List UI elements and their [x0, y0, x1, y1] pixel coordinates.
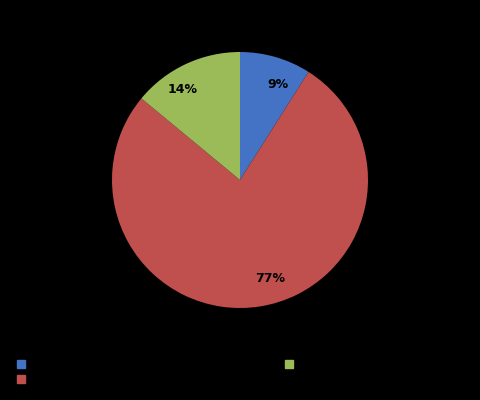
Wedge shape [240, 52, 309, 180]
Text: 9%: 9% [268, 78, 289, 91]
Wedge shape [142, 52, 240, 180]
Wedge shape [112, 72, 368, 308]
Legend: Economic Development, Housing & Community Development, Departments that are Less: Economic Development, Housing & Communit… [14, 356, 480, 387]
Text: 77%: 77% [256, 272, 286, 285]
Text: 14%: 14% [168, 83, 197, 96]
